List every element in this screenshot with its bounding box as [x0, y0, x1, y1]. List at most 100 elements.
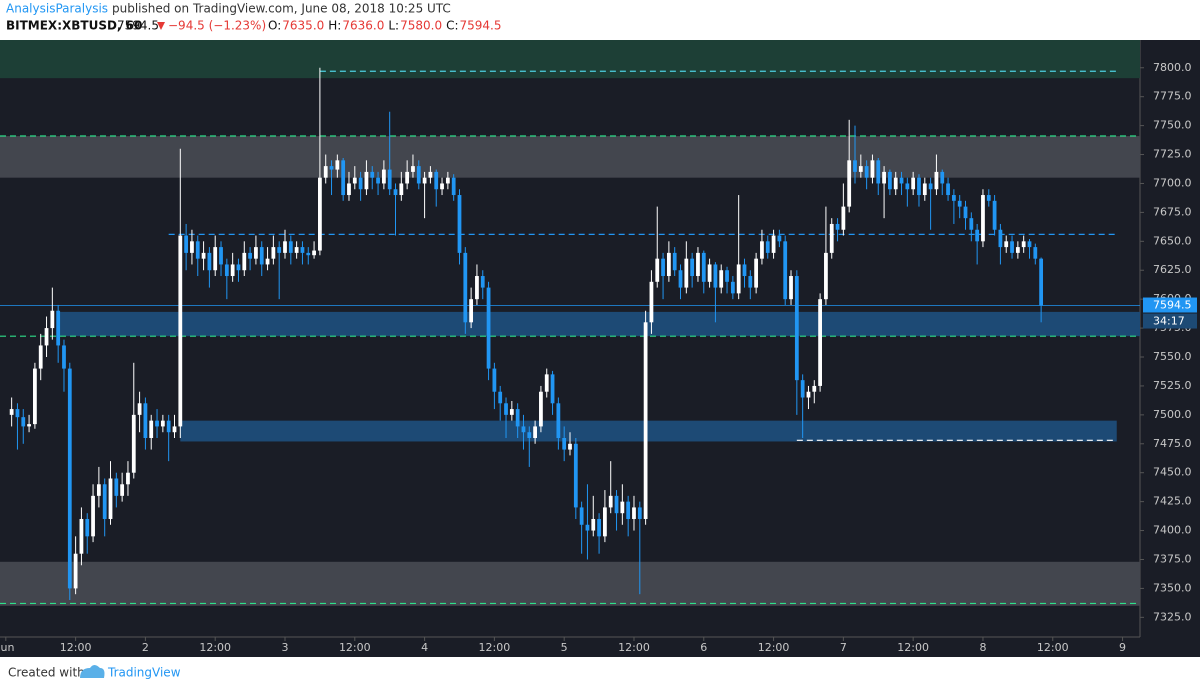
candle-body	[387, 169, 392, 190]
candle-body	[306, 252, 311, 256]
candle-body	[288, 241, 293, 253]
candle-body	[975, 229, 980, 242]
candle-body	[742, 264, 747, 277]
candle-body	[794, 276, 799, 381]
candle-body	[963, 206, 968, 219]
x-tick-label: 12:00	[339, 641, 371, 654]
candle-body	[352, 177, 357, 184]
y-tick-label: 7500.0	[1153, 408, 1192, 421]
candle-body	[870, 160, 875, 178]
candle-body	[131, 414, 136, 473]
candle-body	[585, 524, 590, 531]
candle-body	[96, 484, 101, 496]
candle-body	[44, 328, 49, 346]
candle-body	[318, 177, 322, 251]
candle-body	[405, 171, 410, 184]
candle-body	[149, 420, 154, 438]
candle-body	[649, 281, 654, 323]
candle-body	[219, 247, 223, 265]
y-tick-label: 7375.0	[1153, 552, 1192, 565]
y-tick-label: 7400.0	[1153, 524, 1192, 537]
candle-body	[492, 368, 497, 392]
candle-body	[91, 495, 95, 537]
candle-body	[381, 169, 386, 184]
candle-body	[38, 345, 43, 369]
candle-body	[364, 171, 369, 190]
candle-body	[655, 258, 660, 282]
candle-body	[981, 195, 985, 242]
candle-body	[853, 160, 857, 172]
candle-body	[713, 264, 718, 288]
candle-body	[411, 166, 415, 172]
footer-brand[interactable]: TradingView	[107, 666, 181, 680]
candle-body	[294, 247, 299, 253]
candle-body	[922, 183, 927, 196]
candle-body	[323, 166, 328, 178]
candle-body	[544, 374, 549, 392]
candle-body	[236, 264, 241, 271]
candle-body	[579, 507, 584, 525]
candle-body	[9, 409, 14, 415]
candle-body	[509, 409, 514, 415]
candle-body	[190, 241, 194, 253]
candle-body	[277, 247, 282, 253]
candle-body	[201, 252, 206, 259]
candle-body	[928, 183, 933, 190]
logo	[80, 665, 105, 678]
candle-body	[550, 374, 555, 404]
y-tick-label: 7325.0	[1153, 610, 1192, 623]
candle-body	[486, 287, 491, 369]
candle-body	[172, 426, 177, 433]
y-tick-label: 7700.0	[1153, 176, 1192, 189]
candle-body	[893, 177, 898, 190]
candle-body	[998, 229, 1003, 248]
y-tick-label: 7650.0	[1153, 234, 1192, 247]
candle-body	[341, 160, 346, 196]
candle-body	[620, 501, 625, 514]
candle-body	[56, 310, 61, 346]
candle-body	[725, 270, 729, 282]
candle-body	[765, 241, 770, 253]
candle-body	[463, 252, 468, 323]
y-tick-label: 7725.0	[1153, 148, 1192, 161]
down-arrow	[157, 22, 165, 30]
candle-body	[562, 438, 567, 450]
candle-body	[829, 223, 834, 253]
author[interactable]: AnalysisParalysis	[6, 2, 108, 16]
x-tick-label: 6	[700, 641, 707, 654]
candle-body	[701, 252, 706, 282]
candle-body	[143, 403, 148, 438]
candle-body	[480, 276, 485, 288]
candle-body	[137, 403, 142, 415]
candle-body	[434, 171, 439, 190]
candle-body	[824, 252, 828, 300]
candle-body	[1004, 241, 1009, 248]
x-tick-label: 2	[142, 641, 149, 654]
x-tick-label: 12:00	[479, 641, 511, 654]
candle-body	[393, 189, 398, 196]
candle-body	[800, 380, 805, 398]
candle-body	[515, 409, 520, 427]
countdown: 34:17	[1153, 315, 1185, 328]
candle-body	[50, 310, 55, 329]
y-tick-label: 7800.0	[1153, 61, 1192, 74]
candle-body	[265, 258, 270, 265]
candle-body	[882, 171, 886, 184]
candle-body	[347, 183, 351, 196]
candle-body	[370, 171, 375, 178]
countdown-bg	[1143, 313, 1197, 329]
candle-body	[422, 177, 427, 184]
candle-body	[533, 426, 537, 438]
candle-body	[591, 518, 596, 531]
candle-body	[661, 258, 665, 277]
candle-body	[33, 368, 37, 425]
zone	[0, 136, 1140, 178]
candle-body	[603, 507, 607, 537]
y-tick-label: 7750.0	[1153, 119, 1192, 132]
x-tick-label: 5	[561, 641, 568, 654]
candle-body	[707, 264, 712, 282]
candle-body	[102, 484, 107, 519]
candle-body	[899, 177, 904, 184]
candle-body	[678, 270, 683, 288]
candle-body	[73, 553, 78, 589]
